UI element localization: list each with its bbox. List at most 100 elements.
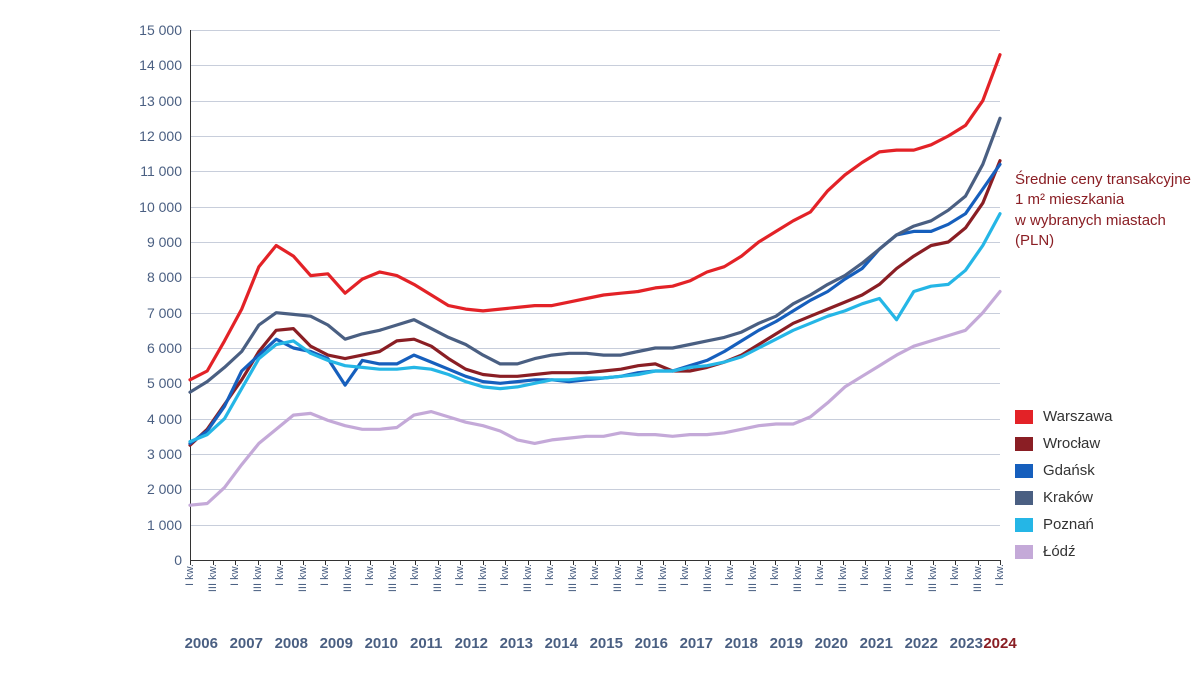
x-year-label: 2014 <box>545 635 578 652</box>
x-tick-mark <box>640 560 641 565</box>
x-tick-mark <box>1000 560 1001 565</box>
y-tick-label: 2 000 <box>147 481 190 497</box>
x-tick-mark <box>550 560 551 565</box>
x-tick-mark <box>190 560 191 565</box>
x-year-label: 2012 <box>455 635 488 652</box>
x-tick-mark <box>775 560 776 565</box>
legend-item: Poznań <box>1015 516 1112 533</box>
x-tick-mark <box>370 560 371 565</box>
x-tick-mark <box>325 560 326 565</box>
legend-item: Warszawa <box>1015 408 1112 425</box>
x-tick-mark <box>438 560 439 565</box>
x-tick-mark <box>618 560 619 565</box>
y-tick-label: 11 000 <box>140 163 190 179</box>
legend-label: Poznań <box>1043 516 1094 533</box>
y-tick-label: 1 000 <box>147 517 190 533</box>
price-chart: 01 0002 0003 0004 0005 0006 0007 0008 00… <box>0 0 1200 680</box>
x-tick-mark <box>460 560 461 565</box>
x-year-label: 2024 <box>983 635 1016 652</box>
y-tick-label: 12 000 <box>139 128 190 144</box>
legend-item: Wrocław <box>1015 435 1112 452</box>
x-year-label: 2007 <box>230 635 263 652</box>
x-year-label: 2022 <box>905 635 938 652</box>
y-tick-label: 15 000 <box>139 22 190 38</box>
legend-label: Warszawa <box>1043 408 1112 425</box>
x-tick-mark <box>730 560 731 565</box>
legend: Warszawa Wrocław Gdańsk Kraków Poznań Łódź <box>1015 408 1112 570</box>
x-tick-mark <box>258 560 259 565</box>
x-tick-mark <box>505 560 506 565</box>
x-tick-mark <box>348 560 349 565</box>
x-year-label: 2020 <box>815 635 848 652</box>
x-year-label: 2021 <box>860 635 893 652</box>
series-line-gdańsk <box>190 164 1000 443</box>
x-tick-mark <box>978 560 979 565</box>
x-year-label: 2023 <box>950 635 983 652</box>
legend-swatch <box>1015 464 1033 478</box>
legend-item: Łódź <box>1015 543 1112 560</box>
x-tick-mark <box>753 560 754 565</box>
x-tick-mark <box>888 560 889 565</box>
x-tick-mark <box>708 560 709 565</box>
y-tick-label: 3 000 <box>147 446 190 462</box>
x-year-label: 2017 <box>680 635 713 652</box>
x-tick-mark <box>843 560 844 565</box>
x-year-label: 2006 <box>185 635 218 652</box>
legend-swatch <box>1015 437 1033 451</box>
x-year-label: 2013 <box>500 635 533 652</box>
x-year-label: 2015 <box>590 635 623 652</box>
y-tick-label: 14 000 <box>139 57 190 73</box>
x-tick-mark <box>798 560 799 565</box>
legend-label: Wrocław <box>1043 435 1100 452</box>
legend-label: Łódź <box>1043 543 1076 560</box>
legend-label: Gdańsk <box>1043 462 1095 479</box>
y-tick-label: 7 000 <box>147 305 190 321</box>
x-tick-mark <box>213 560 214 565</box>
x-year-label: 2018 <box>725 635 758 652</box>
x-tick-mark <box>573 560 574 565</box>
annotation-line: w wybranych miastach <box>1015 212 1166 229</box>
series-line-warszawa <box>190 55 1000 380</box>
y-tick-label: 8 000 <box>147 269 190 285</box>
y-tick-label: 10 000 <box>139 199 190 215</box>
x-tick-mark <box>483 560 484 565</box>
x-tick-mark <box>235 560 236 565</box>
y-tick-label: 13 000 <box>139 93 190 109</box>
legend-swatch <box>1015 410 1033 424</box>
y-tick-label: 5 000 <box>147 375 190 391</box>
x-tick-mark <box>685 560 686 565</box>
x-tick-mark <box>528 560 529 565</box>
annotation-line: (PLN) <box>1015 232 1054 249</box>
x-tick-mark <box>663 560 664 565</box>
x-tick-mark <box>393 560 394 565</box>
legend-swatch <box>1015 491 1033 505</box>
legend-item: Kraków <box>1015 489 1112 506</box>
x-tick-mark <box>910 560 911 565</box>
x-year-label: 2016 <box>635 635 668 652</box>
x-tick-mark <box>415 560 416 565</box>
y-tick-label: 6 000 <box>147 340 190 356</box>
x-year-label: 2019 <box>770 635 803 652</box>
x-year-label: 2011 <box>410 635 443 652</box>
x-tick-mark <box>280 560 281 565</box>
x-tick-mark <box>933 560 934 565</box>
x-tick-mark <box>595 560 596 565</box>
x-tick-mark <box>303 560 304 565</box>
legend-label: Kraków <box>1043 489 1093 506</box>
x-tick-mark <box>820 560 821 565</box>
legend-swatch <box>1015 518 1033 532</box>
y-tick-label: 4 000 <box>147 411 190 427</box>
x-year-label: 2010 <box>365 635 398 652</box>
series-line-łódź <box>190 292 1000 506</box>
plot-area: 01 0002 0003 0004 0005 0006 0007 0008 00… <box>190 30 1000 560</box>
x-year-label: 2008 <box>275 635 308 652</box>
legend-swatch <box>1015 545 1033 559</box>
y-tick-label: 9 000 <box>147 234 190 250</box>
annotation-line: 1 m² mieszkania <box>1015 191 1124 208</box>
x-year-label: 2009 <box>320 635 353 652</box>
annotation-line: Średnie ceny transakcyjne <box>1015 171 1191 188</box>
chart-annotation-title: Średnie ceny transakcyjne 1 m² mieszkania… <box>1015 170 1191 251</box>
x-tick-mark <box>955 560 956 565</box>
legend-item: Gdańsk <box>1015 462 1112 479</box>
x-tick-mark <box>865 560 866 565</box>
